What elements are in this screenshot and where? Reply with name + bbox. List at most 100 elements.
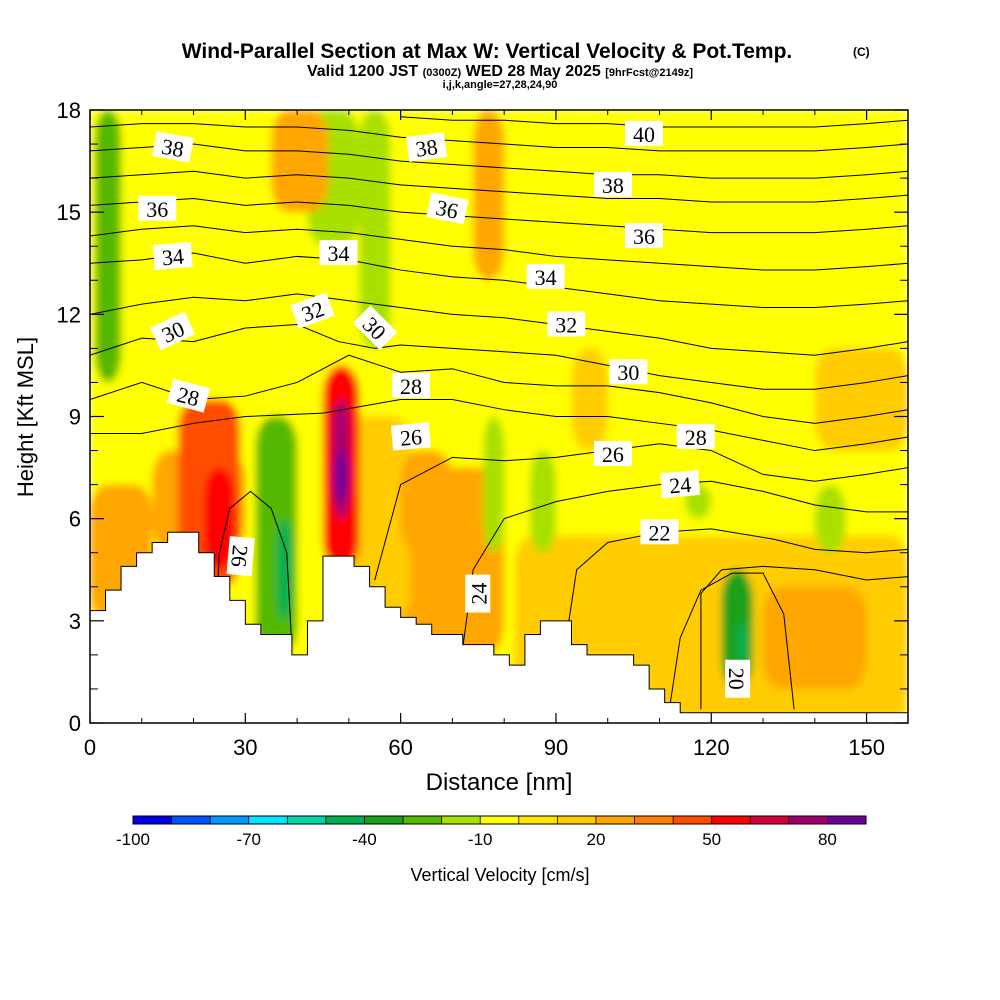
contour-label: 40 — [624, 120, 663, 147]
colorbar-label: Vertical Velocity [cm/s] — [410, 865, 589, 885]
colorbar-tick-label: -40 — [352, 830, 377, 849]
colorbar-swatch — [673, 816, 713, 824]
colorbar-swatch — [210, 816, 250, 824]
colorbar-swatch — [750, 816, 790, 824]
colorbar-tick-label: 80 — [818, 830, 837, 849]
x-tick-label: 0 — [84, 735, 96, 760]
contour-label: 32 — [290, 292, 335, 329]
colorbar-swatch — [403, 816, 443, 824]
colorbar-swatch — [133, 816, 173, 824]
title-mark: (C) — [853, 45, 870, 59]
contour-label: 36 — [138, 195, 177, 222]
contour-label: 38 — [593, 171, 632, 198]
contour-label: 24 — [465, 574, 491, 613]
contour-label-text: 36 — [633, 224, 655, 249]
colorbar-swatch — [248, 816, 288, 824]
w-cell — [333, 450, 349, 502]
terrain-mask — [90, 531, 908, 723]
contour-label: 34 — [319, 240, 358, 266]
potential-temperature-contours — [90, 116, 908, 710]
contour-label: 38 — [152, 131, 194, 163]
contour-label: 38 — [405, 131, 448, 162]
y-tick-label: 15 — [57, 200, 81, 225]
colorbar-swatch — [595, 816, 636, 824]
w-cell — [473, 110, 505, 281]
chart-title: Wind-Parallel Section at Max W: Vertical… — [182, 40, 793, 63]
contour-label: 36 — [624, 223, 663, 249]
colorbar-swatch — [788, 816, 828, 824]
theta-contour-34 — [90, 225, 908, 271]
theta-contour-34 — [90, 252, 908, 309]
x-tick-label: 120 — [693, 735, 730, 760]
contour-label-text: 26 — [226, 544, 253, 568]
contour-label-text: 34 — [328, 241, 350, 266]
colorbar-swatch — [171, 816, 211, 824]
colorbar: -100 -70 -40 -10 20 50 80 — [116, 815, 867, 849]
colorbar-swatch — [287, 816, 327, 824]
contour-label-text: 40 — [633, 122, 655, 147]
colorbar-swatch — [518, 816, 558, 824]
subtitle-line: Valid 1200 JST (0300Z) WED 28 May 2025 [… — [307, 63, 693, 80]
subtitle-fcst: [9hrFcst@2149z] — [605, 67, 693, 79]
colorbar-swatch — [325, 816, 365, 824]
y-axis-label: Height [Kft MSL] — [13, 337, 38, 497]
contour-label: 26 — [226, 536, 255, 577]
w-cell — [571, 348, 608, 451]
contour-label-text: 32 — [555, 313, 577, 338]
w-cell — [95, 110, 122, 383]
x-axis-label: Distance [nm] — [426, 769, 573, 796]
contour-label: 34 — [526, 263, 565, 290]
theta-contour-22 — [565, 528, 908, 638]
theta-contour-26 — [213, 490, 293, 649]
contour-label-text: 24 — [466, 583, 491, 605]
contour-label-text: 26 — [602, 442, 624, 467]
contour-label: 24 — [660, 470, 701, 499]
w-cell — [737, 620, 748, 672]
contour-label-text: 26 — [399, 424, 423, 451]
colorbar-tick-label: -100 — [116, 830, 150, 849]
subtitle-valid: Valid 1200 JST — [307, 63, 418, 80]
contour-label-text: 34 — [161, 244, 185, 271]
vertical-velocity-field — [90, 110, 908, 723]
x-tick-label: 30 — [233, 735, 257, 760]
contour-label: 34 — [152, 241, 193, 271]
theta-contour-36 — [90, 198, 908, 234]
contour-label-text: 22 — [648, 520, 670, 545]
grid-indices: i,j,k,angle=27,28,24,90 — [443, 79, 558, 91]
w-cell — [203, 467, 235, 570]
contour-label-text: 38 — [160, 134, 186, 162]
contour-label-text: 20 — [724, 668, 749, 690]
colorbar-swatch — [441, 816, 481, 824]
w-cell — [763, 586, 867, 689]
x-tick-label: 60 — [388, 735, 412, 760]
w-cell — [276, 518, 292, 621]
contour-label-text: 28 — [400, 374, 422, 399]
colorbar-tick-label: -10 — [468, 830, 493, 849]
contour-label: 20 — [724, 659, 751, 698]
y-tick-label: 18 — [57, 98, 81, 123]
contour-label: 28 — [391, 372, 430, 399]
w-cell — [814, 348, 908, 451]
colorbar-swatch — [364, 816, 404, 824]
y-tick-label: 6 — [69, 507, 81, 532]
contour-label: 22 — [640, 519, 679, 545]
contour-label-text: 24 — [668, 472, 692, 499]
contour-label-text: 38 — [602, 173, 624, 198]
colorbar-swatch — [634, 816, 674, 824]
contour-label-text: 30 — [617, 360, 639, 385]
theta-contour-32 — [90, 293, 908, 356]
theta-contour-24 — [462, 480, 908, 649]
y-tick-label: 9 — [69, 405, 81, 430]
colorbar-swatch — [827, 816, 867, 824]
w-cell — [530, 450, 556, 553]
contour-label: 36 — [426, 192, 469, 225]
theta-contour-22 — [700, 565, 908, 710]
w-cell — [271, 110, 329, 213]
colorbar-tick-label: 50 — [702, 830, 721, 849]
w-cell — [400, 450, 453, 553]
contour-label-text: 38 — [414, 134, 439, 162]
colorbar-swatch — [557, 816, 597, 824]
theta-contour-30 — [90, 324, 908, 390]
title-block: Wind-Parallel Section at Max W: Vertical… — [182, 40, 870, 91]
